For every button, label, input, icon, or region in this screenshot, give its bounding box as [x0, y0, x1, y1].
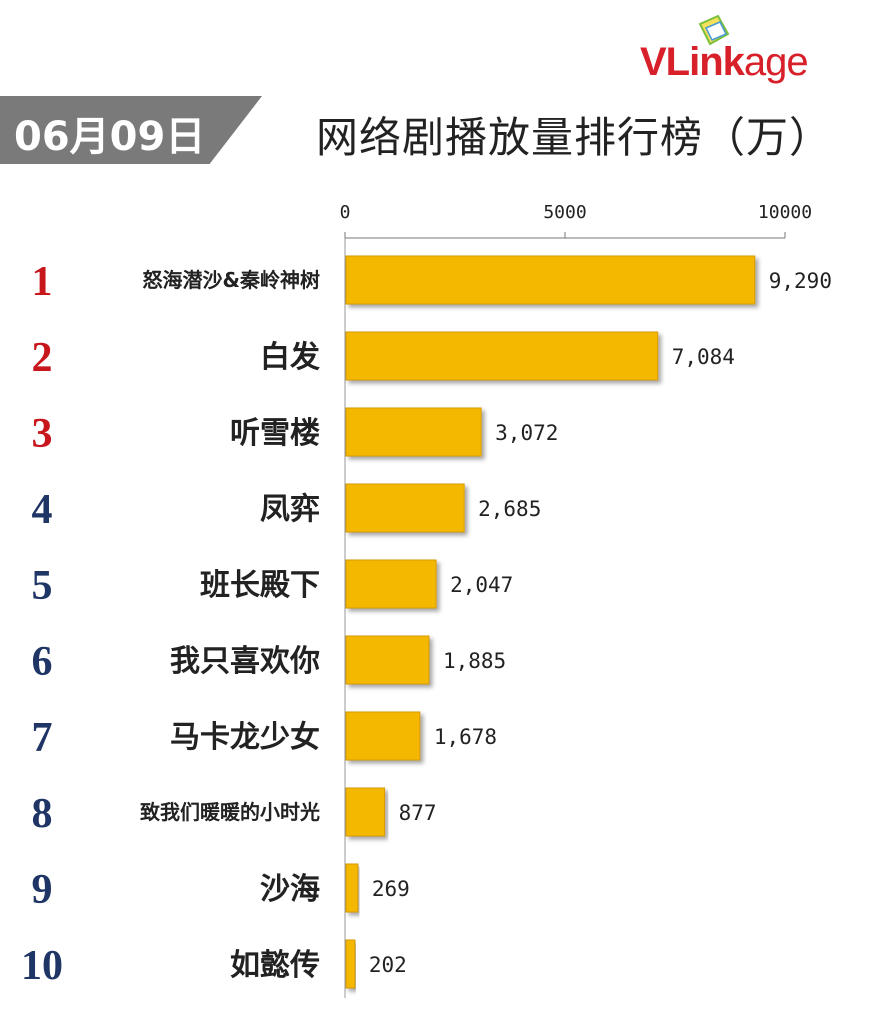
- logo-text: VLinkage: [640, 40, 809, 84]
- value-label: 1,885: [443, 649, 506, 673]
- bar-row: 7 马卡龙少女 1,678: [32, 711, 497, 761]
- bar-row: 10 如懿传 202: [21, 939, 407, 989]
- value-label: 202: [369, 953, 407, 977]
- value-label: 877: [399, 801, 437, 825]
- vlinkage-logo: VLinkage: [640, 14, 860, 84]
- rank-label: 2: [32, 335, 53, 381]
- rank-label: 5: [32, 563, 53, 609]
- logo-mark-icon: [698, 14, 730, 46]
- bar-row: 3 听雪楼 3,072: [32, 407, 558, 457]
- bar: [345, 635, 430, 685]
- value-label: 3,072: [495, 421, 558, 445]
- bar-row: 6 我只喜欢你 1,885: [32, 635, 506, 685]
- bar: [345, 787, 386, 837]
- bar-row: 2 白发 7,084: [32, 331, 735, 381]
- category-label: 班长殿下: [200, 568, 320, 603]
- bar: [345, 483, 465, 533]
- category-label: 沙海: [260, 872, 320, 907]
- value-label: 1,678: [434, 725, 497, 749]
- bar: [345, 863, 359, 913]
- date-badge: 06月09日: [0, 96, 262, 164]
- bar: [345, 407, 482, 457]
- value-label: 7,084: [672, 345, 735, 369]
- date-label: 06月09日: [14, 114, 206, 160]
- category-label: 我只喜欢你: [170, 644, 320, 679]
- x-tick-label: 10000: [758, 202, 812, 223]
- category-label: 如懿传: [230, 948, 320, 983]
- category-label: 怒海潜沙&秦岭神树: [143, 268, 320, 292]
- category-label: 听雪楼: [230, 416, 320, 451]
- value-label: 269: [372, 877, 410, 901]
- value-label: 2,047: [450, 573, 513, 597]
- rank-label: 6: [32, 639, 53, 685]
- bar: [345, 559, 437, 609]
- rank-label: 3: [32, 411, 53, 457]
- bar-row: 8 致我们暖暖的小时光 877: [32, 787, 437, 837]
- bar: [345, 331, 659, 381]
- bar: [345, 711, 421, 761]
- bar-chart: 0 5000 10000 1 怒海潜沙&秦岭神树 9,290 2 白发 7,084 3 听雪楼 3,…: [21, 202, 832, 998]
- rank-label: 4: [32, 487, 53, 533]
- value-label: 2,685: [478, 497, 541, 521]
- chart-title: 网络剧播放量排行榜（万）: [316, 113, 833, 162]
- bar: [345, 255, 756, 305]
- bar-row: 1 怒海潜沙&秦岭神树 9,290: [32, 255, 832, 305]
- category-label: 凤弈: [260, 492, 320, 527]
- value-label: 9,290: [769, 269, 832, 293]
- bar-row: 5 班长殿下 2,047: [32, 559, 513, 609]
- rank-label: 1: [32, 259, 53, 305]
- bar: [345, 939, 356, 989]
- category-label: 致我们暖暖的小时光: [140, 800, 320, 824]
- rank-label: 8: [32, 791, 53, 837]
- rank-label: 9: [32, 867, 53, 913]
- category-label: 白发: [260, 340, 320, 375]
- bars: 1 怒海潜沙&秦岭神树 9,290 2 白发 7,084 3 听雪楼 3,072 4 凤弈 2,685…: [21, 255, 832, 989]
- x-tick-label: 5000: [543, 202, 586, 223]
- rank-label: 10: [21, 943, 63, 989]
- bar-row: 9 沙海 269: [32, 863, 410, 913]
- x-tick-label: 0: [340, 202, 351, 223]
- rank-label: 7: [32, 715, 53, 761]
- x-axis: 0 5000 10000: [340, 202, 812, 998]
- category-label: 马卡龙少女: [170, 720, 320, 755]
- bar-row: 4 凤弈 2,685: [32, 483, 541, 533]
